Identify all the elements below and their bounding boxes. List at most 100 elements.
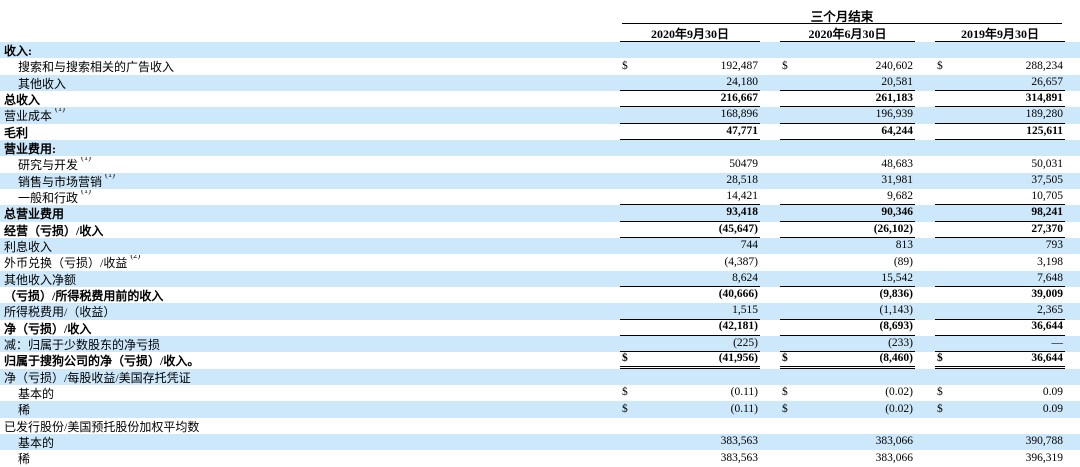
value-cell-col1: (45,647) bbox=[620, 222, 760, 238]
column-gap bbox=[760, 58, 780, 74]
value-cell-col3: $288,234 bbox=[935, 58, 1065, 74]
row-label-text: 总营业费用 bbox=[4, 207, 65, 221]
cell-value: 196,939 bbox=[875, 108, 913, 121]
right-margin bbox=[1065, 173, 1080, 189]
row-label: 收入: bbox=[0, 43, 620, 57]
cell-value: 15,542 bbox=[881, 271, 913, 284]
row-label-text: 研究与开发 bbox=[18, 158, 79, 172]
value-cell-col1: 383,563 bbox=[620, 434, 760, 450]
column-gap bbox=[915, 91, 935, 107]
row-label-text: 总收入 bbox=[4, 93, 41, 107]
currency-symbol: $ bbox=[937, 59, 943, 72]
cell-value: 125,611 bbox=[1026, 124, 1063, 137]
row-label: 基本的 bbox=[0, 386, 620, 400]
footnote-ref bbox=[199, 419, 202, 424]
value-cell-col3: 7,648 bbox=[935, 271, 1065, 287]
cell-value: 64,244 bbox=[881, 124, 913, 137]
row-label: 销售与市场营销(1) bbox=[0, 174, 620, 188]
currency-symbol: $ bbox=[937, 402, 943, 415]
row-label-text: （亏损）/所得税费用前的收入 bbox=[4, 289, 164, 303]
column-gap bbox=[915, 173, 935, 189]
value-cell-col2: 90,346 bbox=[780, 205, 915, 222]
row-label-text: 销售与市场营销 bbox=[18, 174, 103, 188]
value-cell-col2: 383,066 bbox=[780, 450, 915, 466]
column-gap bbox=[915, 320, 935, 336]
cell-value: 93,418 bbox=[726, 206, 758, 219]
currency-symbol: $ bbox=[937, 386, 943, 399]
cell-value: (9,836) bbox=[879, 288, 913, 301]
cell-value: (41,956) bbox=[718, 352, 758, 365]
cell-value: (0.11) bbox=[730, 402, 758, 415]
table-row: 外币兑换（亏损）/收益(2) (4,387) (89) 3,198 bbox=[0, 254, 1080, 270]
right-margin bbox=[1065, 450, 1080, 466]
value-cell-col1: 14,421 bbox=[620, 189, 760, 206]
currency-symbol: $ bbox=[782, 386, 788, 399]
value-cell-col2: 196,939 bbox=[780, 107, 915, 124]
cell-value: 24,180 bbox=[726, 75, 758, 88]
value-cell-col2: 64,244 bbox=[780, 124, 915, 140]
column-gap bbox=[915, 254, 935, 270]
value-cell-col3 bbox=[935, 140, 1065, 156]
cell-value: 14,421 bbox=[726, 189, 758, 202]
right-margin bbox=[1065, 320, 1080, 336]
right-margin bbox=[1065, 352, 1080, 368]
footnote-ref bbox=[66, 76, 69, 81]
value-cell-col1 bbox=[620, 369, 760, 385]
footnote-ref bbox=[52, 239, 55, 244]
column-gap bbox=[915, 434, 935, 450]
cell-value: 390,788 bbox=[1025, 435, 1063, 448]
column-gap bbox=[760, 418, 780, 434]
cell-value: 28,518 bbox=[726, 174, 758, 187]
column-gap bbox=[760, 320, 780, 336]
column-header-3: 2019年9月30日 bbox=[935, 25, 1065, 42]
column-header-row: 2020年9月30日 2020年6月30日 2019年9月30日 bbox=[0, 25, 1080, 42]
cell-value: (225) bbox=[733, 336, 758, 349]
column-gap bbox=[915, 107, 935, 123]
footnote-ref bbox=[64, 206, 67, 211]
row-label-text: 净（亏损）/每股收益/美国存托凭证 bbox=[4, 370, 191, 384]
cell-value: 1,515 bbox=[732, 304, 758, 317]
row-label: 营业成本(1) bbox=[0, 108, 620, 122]
table-row: 减：归属于少数股东的净亏损 (225) (233) — bbox=[0, 335, 1080, 353]
cell-value: 189,280 bbox=[1025, 108, 1063, 121]
column-gap bbox=[760, 303, 780, 319]
cell-value: 48,683 bbox=[881, 157, 913, 170]
value-cell-col3: 396,319 bbox=[935, 450, 1065, 466]
row-label: 总收入 bbox=[0, 92, 620, 106]
column-gap bbox=[760, 401, 780, 417]
row-label-text: 其他收入 bbox=[18, 76, 67, 90]
row-label-text: 一般和行政 bbox=[18, 191, 79, 205]
cell-value: 98,241 bbox=[1031, 206, 1063, 219]
column-gap bbox=[915, 303, 935, 319]
right-margin bbox=[1065, 336, 1080, 352]
column-gap bbox=[760, 189, 780, 205]
currency-symbol: $ bbox=[782, 402, 788, 415]
cell-value: (0.02) bbox=[885, 386, 913, 399]
right-margin bbox=[1065, 58, 1080, 74]
table-row: 经营（亏损）/收入 (45,647) (26,102) 27,370 bbox=[0, 222, 1080, 238]
right-margin bbox=[1065, 156, 1080, 172]
row-label: 净（亏损）/每股收益/美国存托凭证 bbox=[0, 370, 620, 384]
column-gap bbox=[760, 124, 780, 140]
column-gap bbox=[760, 238, 780, 254]
table-row: 一般和行政(1) 14,421 9,682 10,705 bbox=[0, 189, 1080, 206]
column-gap bbox=[760, 173, 780, 189]
cell-value: 8,624 bbox=[732, 271, 758, 284]
row-label-text: 利息收入 bbox=[4, 240, 53, 254]
footnote-ref bbox=[103, 223, 106, 228]
value-cell-col1: 47,771 bbox=[620, 124, 760, 140]
cell-value: 7,648 bbox=[1037, 271, 1063, 284]
right-margin bbox=[1065, 205, 1080, 221]
column-gap bbox=[760, 25, 780, 42]
row-label: 减：归属于少数股东的净亏损 bbox=[0, 337, 620, 351]
footnote-ref bbox=[76, 272, 79, 277]
table-rows: 收入: 搜索和与搜索相关的广告收入 $192,487 $240,602 $288… bbox=[0, 42, 1080, 467]
currency-symbol: $ bbox=[782, 59, 788, 72]
column-gap bbox=[915, 238, 935, 254]
value-cell-col2: (89) bbox=[780, 254, 915, 270]
right-margin bbox=[1065, 401, 1080, 417]
footnote-ref: (2) bbox=[130, 255, 141, 261]
value-cell-col3: 390,788 bbox=[935, 434, 1065, 450]
cell-value: 90,346 bbox=[881, 206, 913, 219]
cell-value: 36,644 bbox=[1031, 320, 1063, 333]
